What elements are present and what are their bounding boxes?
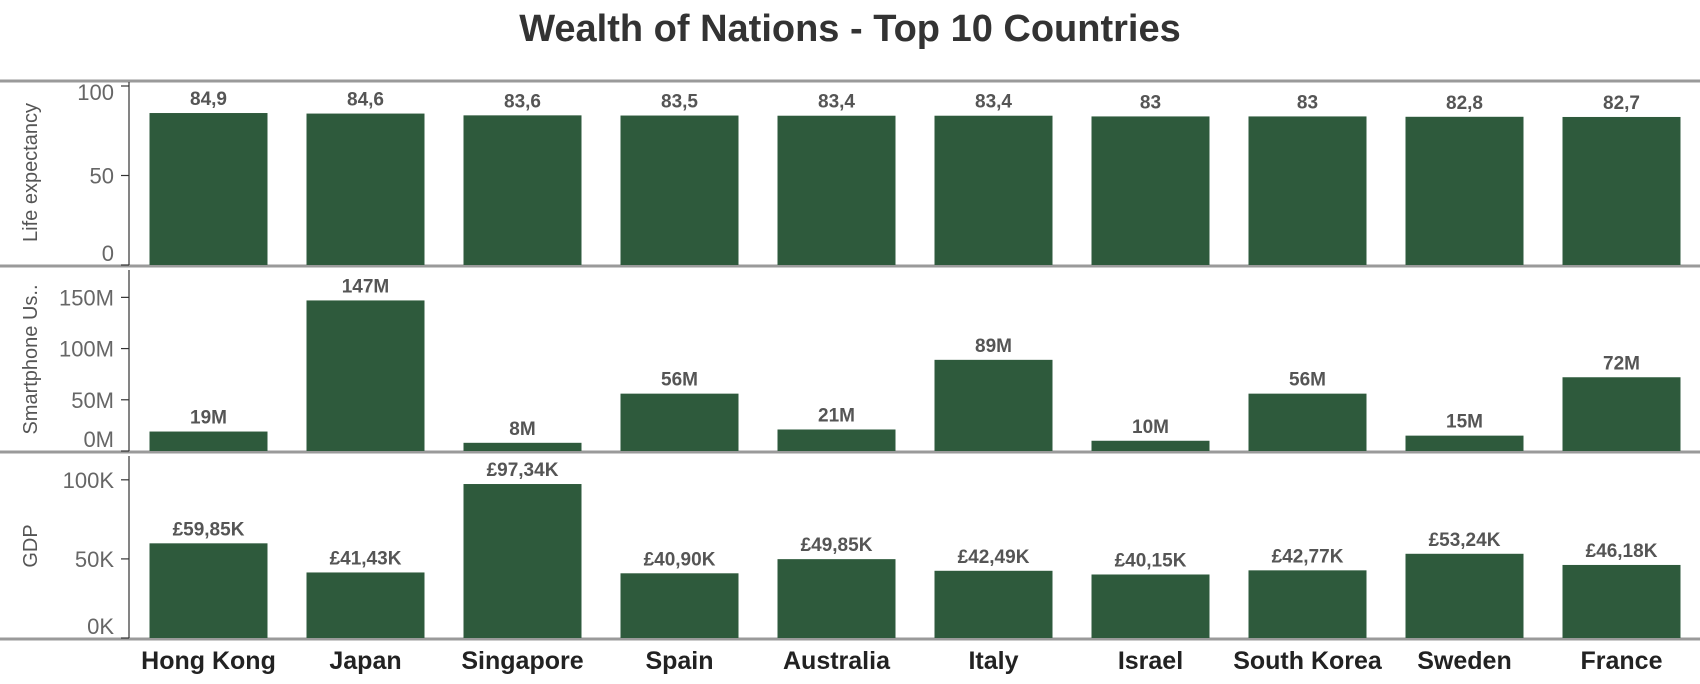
bar-value-label: 8M <box>509 419 535 440</box>
bar-value-label: £40,15K <box>1115 550 1187 571</box>
bar <box>149 431 268 451</box>
bar <box>149 543 268 638</box>
bar-value-label: £46,18K <box>1586 541 1658 562</box>
bar-value-label: 147M <box>342 276 390 297</box>
bar-value-label: 82,7 <box>1603 93 1640 114</box>
bar <box>620 115 739 265</box>
bar-value-label: 82,8 <box>1446 93 1483 114</box>
bar-value-label: £41,43K <box>330 548 402 569</box>
y-axis-title: GDP <box>20 524 42 567</box>
bar <box>1248 570 1367 638</box>
bar-value-label: 83,6 <box>504 91 541 112</box>
bar <box>1405 553 1524 638</box>
category-label: Japan <box>329 647 401 675</box>
bar-value-label: £59,85K <box>173 519 245 540</box>
bar-value-label: 83,4 <box>975 92 1012 113</box>
bar-value-label: £42,49K <box>958 547 1030 568</box>
y-tick-label: 150M <box>59 285 114 310</box>
bar-value-label: £40,90K <box>644 549 716 570</box>
category-label: South Korea <box>1233 647 1383 675</box>
y-tick-label: 0 <box>102 241 114 266</box>
category-label: Spain <box>645 647 713 675</box>
bar <box>620 573 739 638</box>
bar <box>1405 116 1524 266</box>
y-tick-label: 100 <box>77 80 114 105</box>
bar <box>1248 116 1367 266</box>
bar-value-label: 56M <box>1289 370 1326 391</box>
y-tick-label: 100K <box>63 468 115 493</box>
bar-value-label: 84,9 <box>190 89 227 110</box>
bar <box>463 484 582 638</box>
y-axis-title: Life expectancy <box>20 103 42 242</box>
bar <box>1562 377 1681 451</box>
y-tick-label: 0M <box>83 427 114 452</box>
bar-value-label: 15M <box>1446 412 1483 433</box>
category-label: Hong Kong <box>141 647 276 675</box>
bar <box>306 572 425 638</box>
bar <box>1562 564 1681 638</box>
bar <box>306 113 425 265</box>
bar <box>934 115 1053 266</box>
category-label: Singapore <box>461 647 583 675</box>
bar-value-label: £42,77K <box>1272 546 1344 567</box>
bar-value-label: 72M <box>1603 353 1640 374</box>
bar-value-label: £49,85K <box>801 535 873 556</box>
bar-value-label: 89M <box>975 336 1012 357</box>
category-label: Sweden <box>1417 647 1511 675</box>
bar <box>1405 435 1524 451</box>
category-label: Israel <box>1118 647 1183 675</box>
bar-value-label: 83,5 <box>661 92 698 113</box>
chart-title: Wealth of Nations - Top 10 Countries <box>519 8 1181 50</box>
bar-value-label: 19M <box>190 408 227 429</box>
bar <box>777 115 896 266</box>
bar <box>306 300 425 451</box>
bar <box>1091 574 1210 638</box>
bar <box>1091 440 1210 451</box>
bar-value-label: 10M <box>1132 417 1169 438</box>
category-label: Italy <box>968 647 1018 675</box>
bar <box>777 559 896 638</box>
category-label: France <box>1581 647 1663 675</box>
y-axis-title: Smartphone Us.. <box>20 284 42 434</box>
bar-value-label: 84,6 <box>347 90 384 111</box>
y-tick-label: 50 <box>90 164 114 189</box>
bar <box>463 115 582 265</box>
bar-value-label: 21M <box>818 405 855 426</box>
bar <box>777 429 896 451</box>
y-tick-label: 50K <box>75 547 114 572</box>
y-tick-label: 100M <box>59 337 114 362</box>
bar <box>1562 116 1681 265</box>
y-tick-label: 0K <box>87 614 114 639</box>
bar <box>1248 393 1367 451</box>
bar-value-label: 83 <box>1297 92 1318 113</box>
bar <box>1091 116 1210 266</box>
bar <box>149 113 268 266</box>
bar <box>934 570 1053 638</box>
bar-value-label: £97,34K <box>487 460 559 481</box>
bar <box>620 393 739 451</box>
y-tick-label: 50M <box>71 388 114 413</box>
bar-value-label: 56M <box>661 370 698 391</box>
category-label: Australia <box>783 647 891 675</box>
bar-value-label: 83,4 <box>818 92 855 113</box>
bar-value-label: 83 <box>1140 92 1161 113</box>
bar <box>463 442 582 451</box>
bar <box>934 359 1053 451</box>
bar-value-label: £53,24K <box>1429 530 1501 551</box>
